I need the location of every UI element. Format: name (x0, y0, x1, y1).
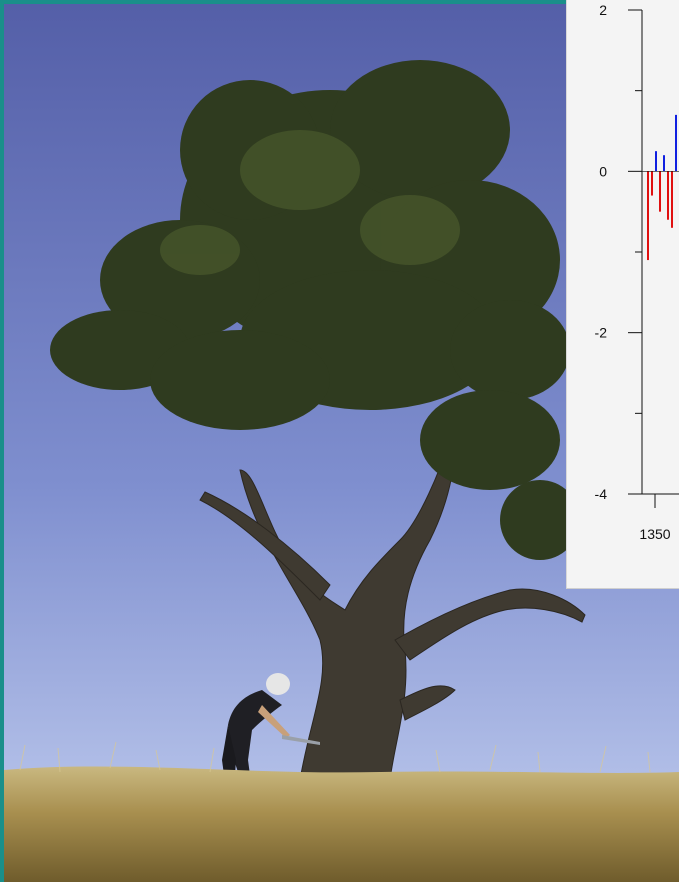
bar (659, 171, 661, 212)
grass-field (4, 766, 679, 882)
y-tick-label: -2 (595, 325, 608, 341)
bar (675, 114, 677, 172)
chart-panel: 2 0 -2 -4 1350 (566, 0, 679, 589)
bar (655, 151, 657, 172)
y-tick-label: 0 (599, 163, 607, 179)
chart: 2 0 -2 -4 1350 (595, 2, 679, 542)
bar (647, 171, 649, 261)
bar (671, 171, 673, 228)
tree-trunk (199, 439, 586, 781)
bar (667, 171, 669, 220)
bar (663, 155, 665, 172)
x-tick-label: 1350 (639, 526, 670, 542)
y-tick-label: 2 (599, 2, 607, 18)
y-tick-label: -4 (595, 486, 608, 502)
bar (651, 171, 653, 196)
